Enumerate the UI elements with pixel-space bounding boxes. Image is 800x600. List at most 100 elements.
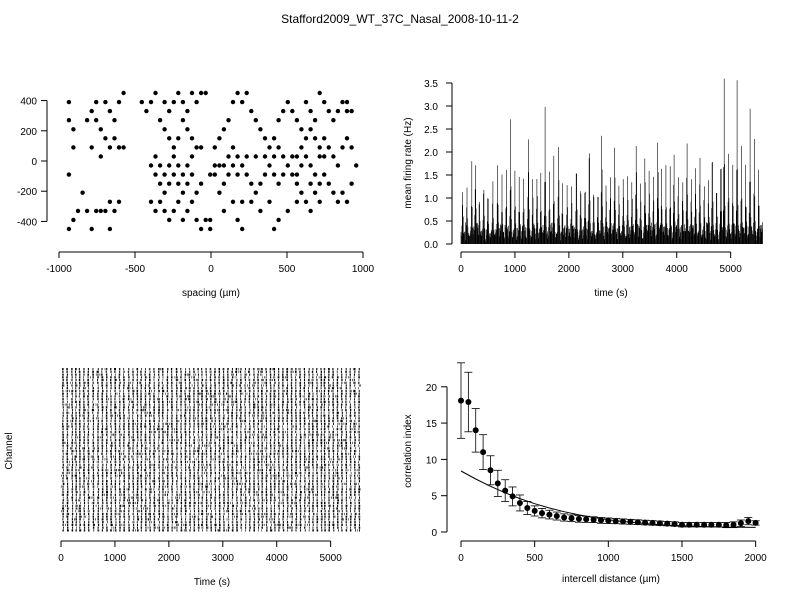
electrode-point	[171, 145, 176, 150]
electrode-point	[303, 199, 309, 204]
electrode-point	[171, 208, 176, 214]
correlation-point	[516, 500, 523, 506]
electrode-point	[230, 145, 236, 150]
electrode-point	[198, 145, 204, 150]
correlation-point	[568, 515, 575, 522]
electrode-point	[198, 90, 204, 96]
electrode-point	[167, 136, 172, 141]
electrode-point	[189, 90, 195, 96]
electrode-point	[185, 163, 190, 168]
electrode-point	[176, 163, 181, 168]
electrode-point	[112, 208, 117, 214]
electrode-point	[221, 181, 227, 186]
electrode-point	[340, 190, 345, 195]
electrode-point	[176, 199, 181, 204]
y-tick-label: 1.5	[424, 171, 438, 182]
electrode-point	[103, 136, 108, 141]
x-tick-label: 2000	[558, 264, 581, 275]
electrode-point	[107, 145, 113, 150]
correlation-point	[649, 519, 656, 526]
electrode-point	[226, 154, 231, 159]
electrode-point	[308, 181, 313, 186]
x-tick-label: 1000	[104, 553, 127, 564]
electrode-point	[180, 99, 186, 105]
x-tick-label: 4000	[666, 264, 689, 275]
electrode-point	[189, 199, 195, 204]
electrode-point	[89, 145, 94, 150]
electrode-point	[262, 172, 268, 177]
correlation-point	[458, 397, 464, 404]
x-tick-label: -1000	[46, 264, 72, 275]
electrode-point	[335, 108, 341, 114]
correlation-point	[472, 427, 479, 434]
electrode-point	[262, 154, 268, 159]
electrode-point	[180, 172, 186, 177]
x-axis-label: spacing (µm)	[182, 288, 240, 299]
electrode-point	[185, 208, 190, 214]
electrode-point	[294, 154, 300, 159]
electrode-point	[331, 118, 336, 123]
electrode-point	[331, 190, 336, 195]
electrode-point	[253, 118, 258, 123]
electrode-point	[80, 190, 85, 195]
electrode-point	[171, 172, 176, 177]
electrode-point	[180, 118, 186, 123]
electrode-point	[189, 136, 195, 141]
electrode-point	[312, 118, 318, 123]
electrode-point	[303, 154, 309, 159]
electrode-point	[157, 199, 163, 204]
electrode-layout-panel: -1000 -500 0 500 1000 -400 -200 0 200 400 spacing …	[17, 90, 375, 299]
correlation-point	[693, 521, 700, 528]
x-tick-label: 0	[458, 264, 464, 275]
x-tick-label: 5000	[320, 553, 343, 564]
electrode-point	[349, 181, 354, 186]
electrode-point	[312, 190, 318, 195]
electrode-point	[322, 136, 327, 141]
electrode-point	[185, 181, 190, 186]
electrode-point	[71, 127, 76, 132]
electrode-point	[312, 172, 318, 177]
y-tick-label: 5	[431, 492, 437, 503]
electrode-point	[299, 127, 304, 132]
electrode-point	[299, 163, 304, 168]
electrode-point	[235, 217, 240, 223]
correlation-point	[642, 519, 649, 526]
electrode-point	[344, 99, 350, 105]
electrode-point	[290, 108, 295, 114]
electrode-point	[235, 90, 240, 96]
electrode-point	[157, 118, 163, 123]
electrode-point	[335, 163, 341, 168]
electrode-point	[326, 145, 331, 150]
electrode-point	[94, 118, 99, 123]
electrode-point	[171, 154, 176, 159]
x-tick-label: 5000	[720, 264, 743, 275]
correlation-point	[701, 521, 708, 528]
y-tick-label: 200	[20, 127, 37, 138]
x-tick-label: 500	[279, 264, 296, 275]
electrode-point	[308, 208, 313, 214]
electrode-point	[162, 172, 167, 177]
electrode-point	[312, 136, 318, 141]
correlation-point	[605, 517, 612, 524]
y-axis-label: mean firing rate (Hz)	[403, 117, 414, 208]
electrode-point	[244, 172, 249, 177]
electrode-point	[344, 136, 350, 141]
electrode-point	[167, 217, 172, 223]
x-tick-label: 3000	[612, 264, 635, 275]
electrode-point	[349, 145, 354, 150]
electrode-point	[103, 208, 108, 214]
electrode-point	[235, 154, 240, 159]
electrode-point	[212, 163, 217, 168]
electrode-point	[276, 118, 281, 123]
correlation-point	[686, 521, 693, 528]
electrode-point	[285, 163, 290, 168]
electrode-point	[194, 99, 199, 105]
x-tick-label: 3000	[212, 553, 235, 564]
electrode-point	[240, 99, 245, 105]
x-tick-label: 1000	[597, 553, 620, 564]
electrode-point	[107, 108, 113, 114]
x-tick-label: 2000	[158, 553, 181, 564]
electrode-point	[189, 154, 195, 159]
firing-rate-panel: 0 1000 2000 3000 4000 5000 0.0 0.5 1.0 1.5 2.0 2.5 3…	[403, 78, 763, 299]
correlation-point	[494, 480, 501, 487]
